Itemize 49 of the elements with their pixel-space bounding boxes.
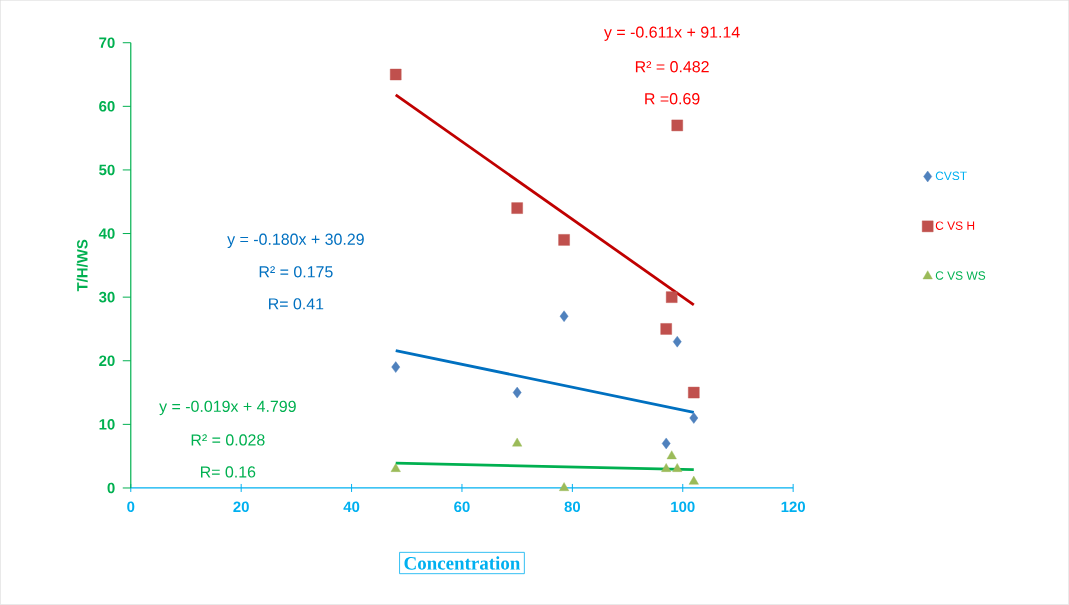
point bbox=[511, 202, 523, 214]
point bbox=[512, 386, 522, 399]
legend-label: C VS WS bbox=[935, 271, 986, 280]
point bbox=[390, 463, 401, 472]
y-axis-title: T/H/WS bbox=[76, 239, 88, 292]
y-tick-label: 10 bbox=[99, 419, 115, 430]
point bbox=[666, 291, 678, 303]
y-tick-label: 30 bbox=[98, 291, 115, 303]
point bbox=[390, 68, 402, 81]
point bbox=[672, 463, 683, 472]
annotation: R² = 0.028 bbox=[191, 434, 265, 446]
y-tick-label: 40 bbox=[98, 228, 115, 239]
y-tick-label: 70 bbox=[99, 37, 115, 49]
point bbox=[666, 450, 677, 460]
point bbox=[689, 412, 699, 424]
x-tick-label: 60 bbox=[454, 501, 470, 513]
legend-label: CVST bbox=[935, 171, 967, 181]
x-tick-label: 20 bbox=[233, 501, 249, 513]
point bbox=[688, 386, 700, 399]
y-tick-label: 0 bbox=[107, 482, 115, 494]
y-tick-label: 60 bbox=[99, 101, 115, 112]
annotation: R= 0.41 bbox=[269, 298, 324, 310]
point bbox=[558, 234, 570, 246]
y-tick-label: 20 bbox=[99, 355, 115, 367]
annotation: R² = 0.175 bbox=[259, 266, 333, 278]
point bbox=[512, 437, 523, 447]
point bbox=[559, 482, 570, 492]
legend-label: C VS H bbox=[935, 221, 975, 231]
x-axis-title: Concentration bbox=[404, 556, 521, 570]
point bbox=[559, 310, 569, 323]
annotation: y = -0.180x + 30.29 bbox=[227, 233, 364, 249]
x-tick-label: 80 bbox=[564, 501, 581, 513]
annotation: R² = 0.482 bbox=[635, 61, 709, 73]
point bbox=[660, 323, 672, 335]
annotation: R= 0.16 bbox=[200, 466, 256, 478]
point bbox=[661, 437, 671, 450]
y-tick-label: 50 bbox=[99, 164, 115, 176]
point bbox=[671, 119, 683, 132]
x-tick-label: 0 bbox=[127, 501, 135, 513]
x-tick-label: 120 bbox=[781, 501, 805, 513]
text: y = -0.611x + 91.14 bbox=[603, 26, 740, 42]
annotation: R =0.69 bbox=[645, 93, 700, 105]
point bbox=[672, 336, 682, 348]
point bbox=[661, 463, 672, 472]
point bbox=[391, 361, 401, 373]
point bbox=[688, 476, 699, 485]
x-tick-label: 40 bbox=[343, 501, 360, 513]
x-tick-label: 100 bbox=[671, 501, 695, 513]
annotation: y = -0.019x + 4.799 bbox=[159, 400, 296, 416]
